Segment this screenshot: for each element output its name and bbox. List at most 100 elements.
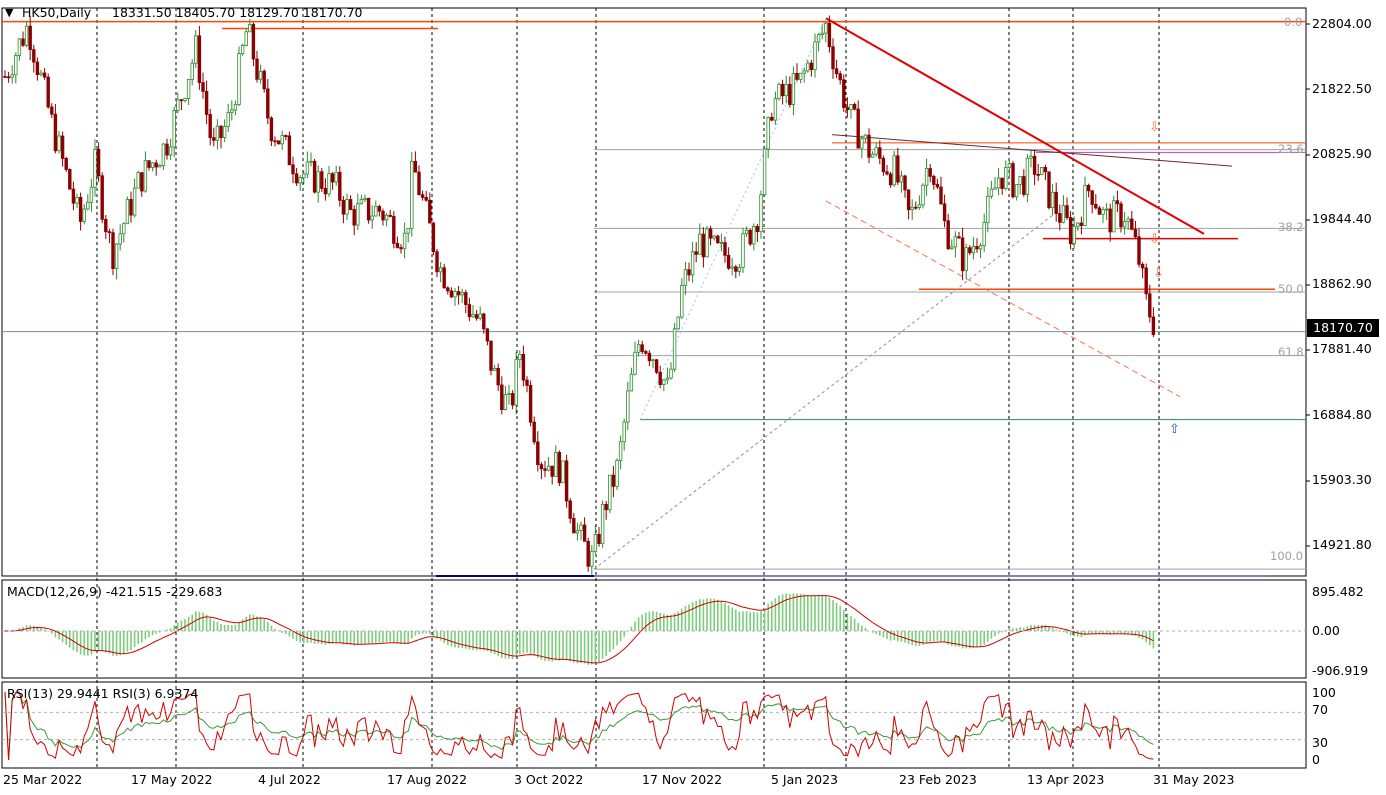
candle-body — [777, 83, 781, 100]
brown-trendline — [831, 134, 1233, 167]
candle-body — [132, 187, 137, 216]
candle-body — [600, 503, 605, 544]
candle-body — [532, 421, 536, 443]
candle-body — [194, 35, 198, 64]
rsi-tick-70: 70 — [1312, 702, 1328, 717]
candle-body — [294, 173, 299, 184]
candle-body — [1122, 221, 1127, 228]
candle-body — [471, 314, 475, 318]
candle-body — [593, 533, 598, 552]
candle-body — [845, 107, 850, 111]
candle-body — [492, 367, 497, 371]
chart-ohlc: 18331.50 18405.70 18129.70 18170.70 — [112, 5, 363, 20]
candle-body — [503, 393, 508, 410]
candle-body — [1050, 191, 1055, 209]
candle-body — [255, 58, 259, 80]
candle-body — [366, 197, 371, 221]
candle-body — [14, 54, 18, 76]
candle-body — [827, 22, 832, 48]
candle-body — [1079, 222, 1084, 226]
candle-body — [654, 359, 659, 373]
candle-body — [705, 228, 709, 258]
candle-body — [125, 199, 130, 225]
candle-body — [730, 266, 734, 269]
candle-body — [413, 160, 418, 173]
candle-body — [982, 222, 986, 247]
candle-body — [946, 220, 950, 250]
candle-body — [802, 70, 806, 74]
candle-body — [1104, 208, 1109, 211]
candle-body — [561, 460, 565, 484]
candle-body — [917, 204, 922, 208]
candle-body — [755, 225, 760, 233]
candle-body — [287, 135, 292, 166]
candle-body — [910, 206, 914, 211]
candle-body — [1036, 173, 1040, 176]
candle-body — [456, 291, 461, 296]
candle-body — [557, 452, 562, 484]
candle-body — [978, 245, 983, 250]
down-arrow-icon: ⇩ — [1149, 120, 1160, 135]
candle-body — [1025, 157, 1030, 195]
candle-body — [672, 328, 677, 370]
candle-body — [942, 203, 947, 222]
price-tick-8: 15903.30 — [1312, 472, 1372, 487]
date-tick-1: 25 Mar 2022 — [3, 772, 83, 787]
downtrend-line — [825, 17, 1205, 235]
symbol-menu-icon[interactable]: ▼ — [5, 6, 14, 19]
candle-body — [370, 215, 374, 221]
candle-body — [118, 233, 122, 245]
candle-body — [762, 148, 767, 196]
price-tick-6: 17881.40 — [1312, 341, 1372, 356]
candle-body — [96, 148, 101, 177]
candle-body — [914, 206, 918, 209]
candle-body — [240, 45, 245, 55]
fib-label-100: 100.0 — [1270, 549, 1303, 563]
candle-body — [658, 371, 662, 385]
rsi-tick-100: 100 — [1312, 685, 1336, 700]
candle-body — [719, 242, 724, 244]
candle-body — [744, 229, 749, 235]
candle-body — [226, 112, 230, 127]
candle-body — [708, 228, 713, 239]
fib-label-23: 23.6 — [1278, 142, 1304, 156]
candle-body — [543, 468, 547, 471]
candle-body — [1000, 177, 1004, 189]
candle-body — [359, 199, 364, 205]
candle-body — [892, 155, 896, 186]
candle-body — [298, 177, 302, 184]
candle-body — [759, 194, 763, 233]
candle-body — [701, 233, 706, 258]
candle-body — [885, 171, 889, 175]
candle-body — [964, 247, 968, 272]
candle-body — [968, 247, 972, 254]
candle-body — [1076, 222, 1080, 227]
candle-body — [482, 313, 486, 330]
candle-body — [111, 232, 115, 269]
candle-body — [75, 196, 79, 204]
candle-body — [60, 135, 65, 159]
candle-body — [24, 25, 29, 46]
candle-body — [1119, 203, 1123, 228]
candle-body — [6, 76, 11, 79]
candle-body — [496, 367, 500, 386]
candle-body — [1018, 176, 1022, 185]
candle-body — [230, 109, 234, 113]
candle-body — [611, 474, 616, 487]
candle-body — [953, 236, 958, 248]
candle-body — [154, 162, 158, 168]
candle-body — [190, 62, 194, 80]
candle-body — [1137, 236, 1141, 265]
candle-body — [460, 292, 464, 296]
candle-body — [669, 368, 673, 379]
candle-body — [147, 160, 151, 168]
candle-body — [924, 168, 929, 186]
candle-body — [42, 72, 47, 78]
candle-body — [834, 68, 839, 75]
candle-body — [39, 72, 43, 76]
candle-body — [222, 126, 227, 139]
candle-body — [536, 441, 540, 465]
candle-body — [1112, 200, 1116, 233]
candle-body — [579, 524, 583, 531]
candle-body — [899, 175, 904, 183]
